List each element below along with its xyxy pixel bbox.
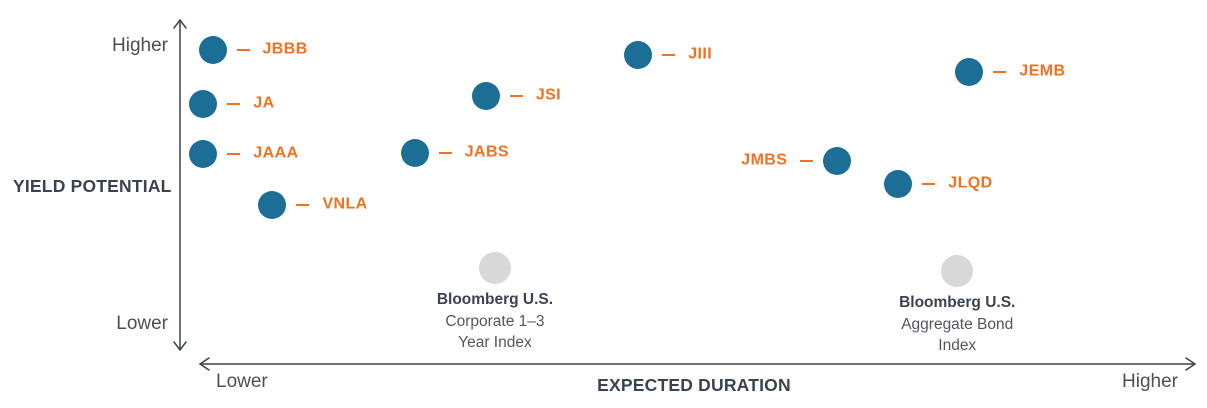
point-dash-jiii — [662, 53, 676, 56]
y-axis-down-arrowhead — [173, 341, 187, 352]
point-label-jmbs: JMBS — [741, 151, 788, 169]
y-axis-title: YIELD POTENTIAL — [13, 176, 172, 196]
benchmark-label-line: Bloomberg U.S. — [436, 291, 554, 309]
point-dash-jmbs — [800, 159, 814, 162]
point-dash-jsi — [509, 94, 523, 97]
point-label-jiii: JIII — [688, 45, 713, 63]
x-axis-title: EXPECTED DURATION — [597, 375, 791, 395]
point-dash-jemb — [993, 70, 1007, 73]
y-axis-higher-label: Higher — [112, 35, 168, 56]
point-marker-vnla — [258, 191, 287, 220]
point-label-vnla: VNLA — [322, 195, 368, 213]
point-label-jaaa: JAAA — [253, 144, 299, 162]
y-axis-lower-label: Lower — [116, 313, 168, 334]
benchmark-label-line: Year Index — [458, 334, 532, 352]
point-label-jsi: JSI — [535, 86, 562, 104]
point-label-jlqd: JLQD — [948, 174, 993, 192]
point-marker-bloomberg-u-s-aggregate-bond-index — [941, 255, 974, 288]
benchmark-label-bloomberg-u-s-corporate-1-3-year-index: Bloomberg U.S. Corporate 1–3 Year Index — [405, 289, 585, 354]
point-dash-vnla — [296, 203, 310, 206]
benchmark-label-bloomberg-u-s-aggregate-bond-index: Bloomberg U.S. Aggregate Bond Index — [867, 292, 1047, 357]
x-axis-lower-label: Lower — [216, 371, 268, 392]
point-dash-jaaa — [227, 152, 241, 155]
point-label-jbbb: JBBB — [262, 40, 308, 58]
point-marker-jemb — [955, 57, 984, 86]
point-marker-jlqd — [884, 170, 913, 199]
point-dash-ja — [227, 102, 241, 105]
benchmark-label-line: Aggregate Bond — [901, 315, 1014, 333]
point-marker-jbbb — [198, 35, 227, 64]
point-dash-jlqd — [922, 182, 936, 185]
point-marker-jmbs — [823, 147, 852, 176]
x-axis-left-arrowhead — [198, 357, 210, 371]
point-label-jabs: JABS — [464, 143, 509, 161]
x-axis-right-arrowhead — [1185, 357, 1197, 371]
point-marker-bloomberg-u-s-corporate-1-3-year-index — [478, 252, 511, 285]
benchmark-label-line: Bloomberg U.S. — [899, 294, 1016, 312]
point-label-ja: JA — [253, 94, 275, 112]
point-dash-jabs — [438, 151, 452, 154]
x-axis-higher-label: Higher — [1122, 371, 1178, 392]
point-marker-jiii — [624, 41, 653, 70]
point-dash-jbbb — [236, 48, 250, 51]
point-marker-jabs — [400, 139, 429, 168]
point-marker-jaaa — [189, 140, 218, 169]
point-marker-jsi — [471, 82, 500, 111]
y-axis-up-arrowhead — [173, 18, 187, 29]
point-marker-ja — [189, 89, 218, 118]
point-label-jemb: JEMB — [1019, 62, 1066, 80]
benchmark-label-line: Corporate 1–3 — [445, 312, 545, 330]
benchmark-label-line: Index — [938, 337, 977, 355]
